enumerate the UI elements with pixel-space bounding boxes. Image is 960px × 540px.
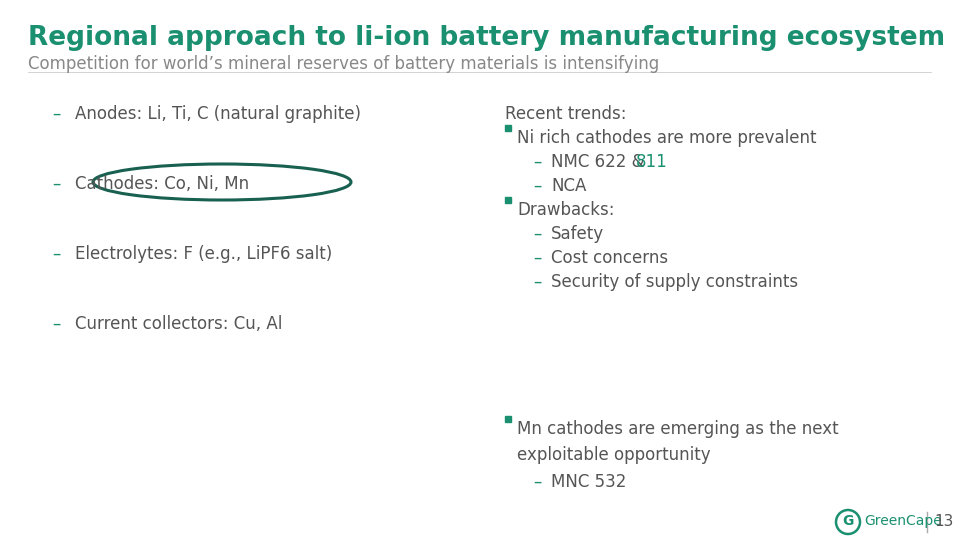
Text: NCA: NCA [551,177,587,195]
Bar [505,125,511,131]
Text: MNC 532: MNC 532 [551,473,626,491]
Text: G: G [842,514,853,528]
Text: Current collectors: Cu, Al: Current collectors: Cu, Al [75,315,282,333]
Text: Regional approach to li-ion battery manufacturing ecosystem: Regional approach to li-ion battery manu… [28,25,946,51]
Text: GreenCape: GreenCape [864,514,942,528]
Bar [505,416,511,422]
Text: Ni rich cathodes are more prevalent: Ni rich cathodes are more prevalent [517,129,817,147]
Text: Electrolytes: F (e.g., LiPF6 salt): Electrolytes: F (e.g., LiPF6 salt) [75,245,332,263]
Text: 811: 811 [636,153,668,171]
Text: Cost concerns: Cost concerns [551,249,668,267]
Text: Drawbacks:: Drawbacks: [517,201,614,219]
Text: Security of supply constraints: Security of supply constraints [551,273,798,291]
Text: –: – [533,153,541,171]
Text: Mn cathodes are emerging as the next
exploitable opportunity: Mn cathodes are emerging as the next exp… [517,420,839,464]
Text: Recent trends:: Recent trends: [505,105,627,123]
Text: –: – [52,175,60,193]
Text: –: – [52,105,60,123]
Text: NMC 622 &: NMC 622 & [551,153,650,171]
Text: –: – [533,177,541,195]
Text: Cathodes: Co, Ni, Mn: Cathodes: Co, Ni, Mn [75,175,250,193]
Text: 13: 13 [934,514,953,529]
Text: Competition for world’s mineral reserves of battery materials is intensifying: Competition for world’s mineral reserves… [28,55,660,73]
Text: –: – [533,225,541,243]
Text: Anodes: Li, Ti, C (natural graphite): Anodes: Li, Ti, C (natural graphite) [75,105,361,123]
Text: Safety: Safety [551,225,604,243]
Text: –: – [533,273,541,291]
Text: –: – [52,245,60,263]
Text: –: – [533,249,541,267]
Text: –: – [533,473,541,491]
Text: –: – [52,315,60,333]
Bar [505,197,511,203]
